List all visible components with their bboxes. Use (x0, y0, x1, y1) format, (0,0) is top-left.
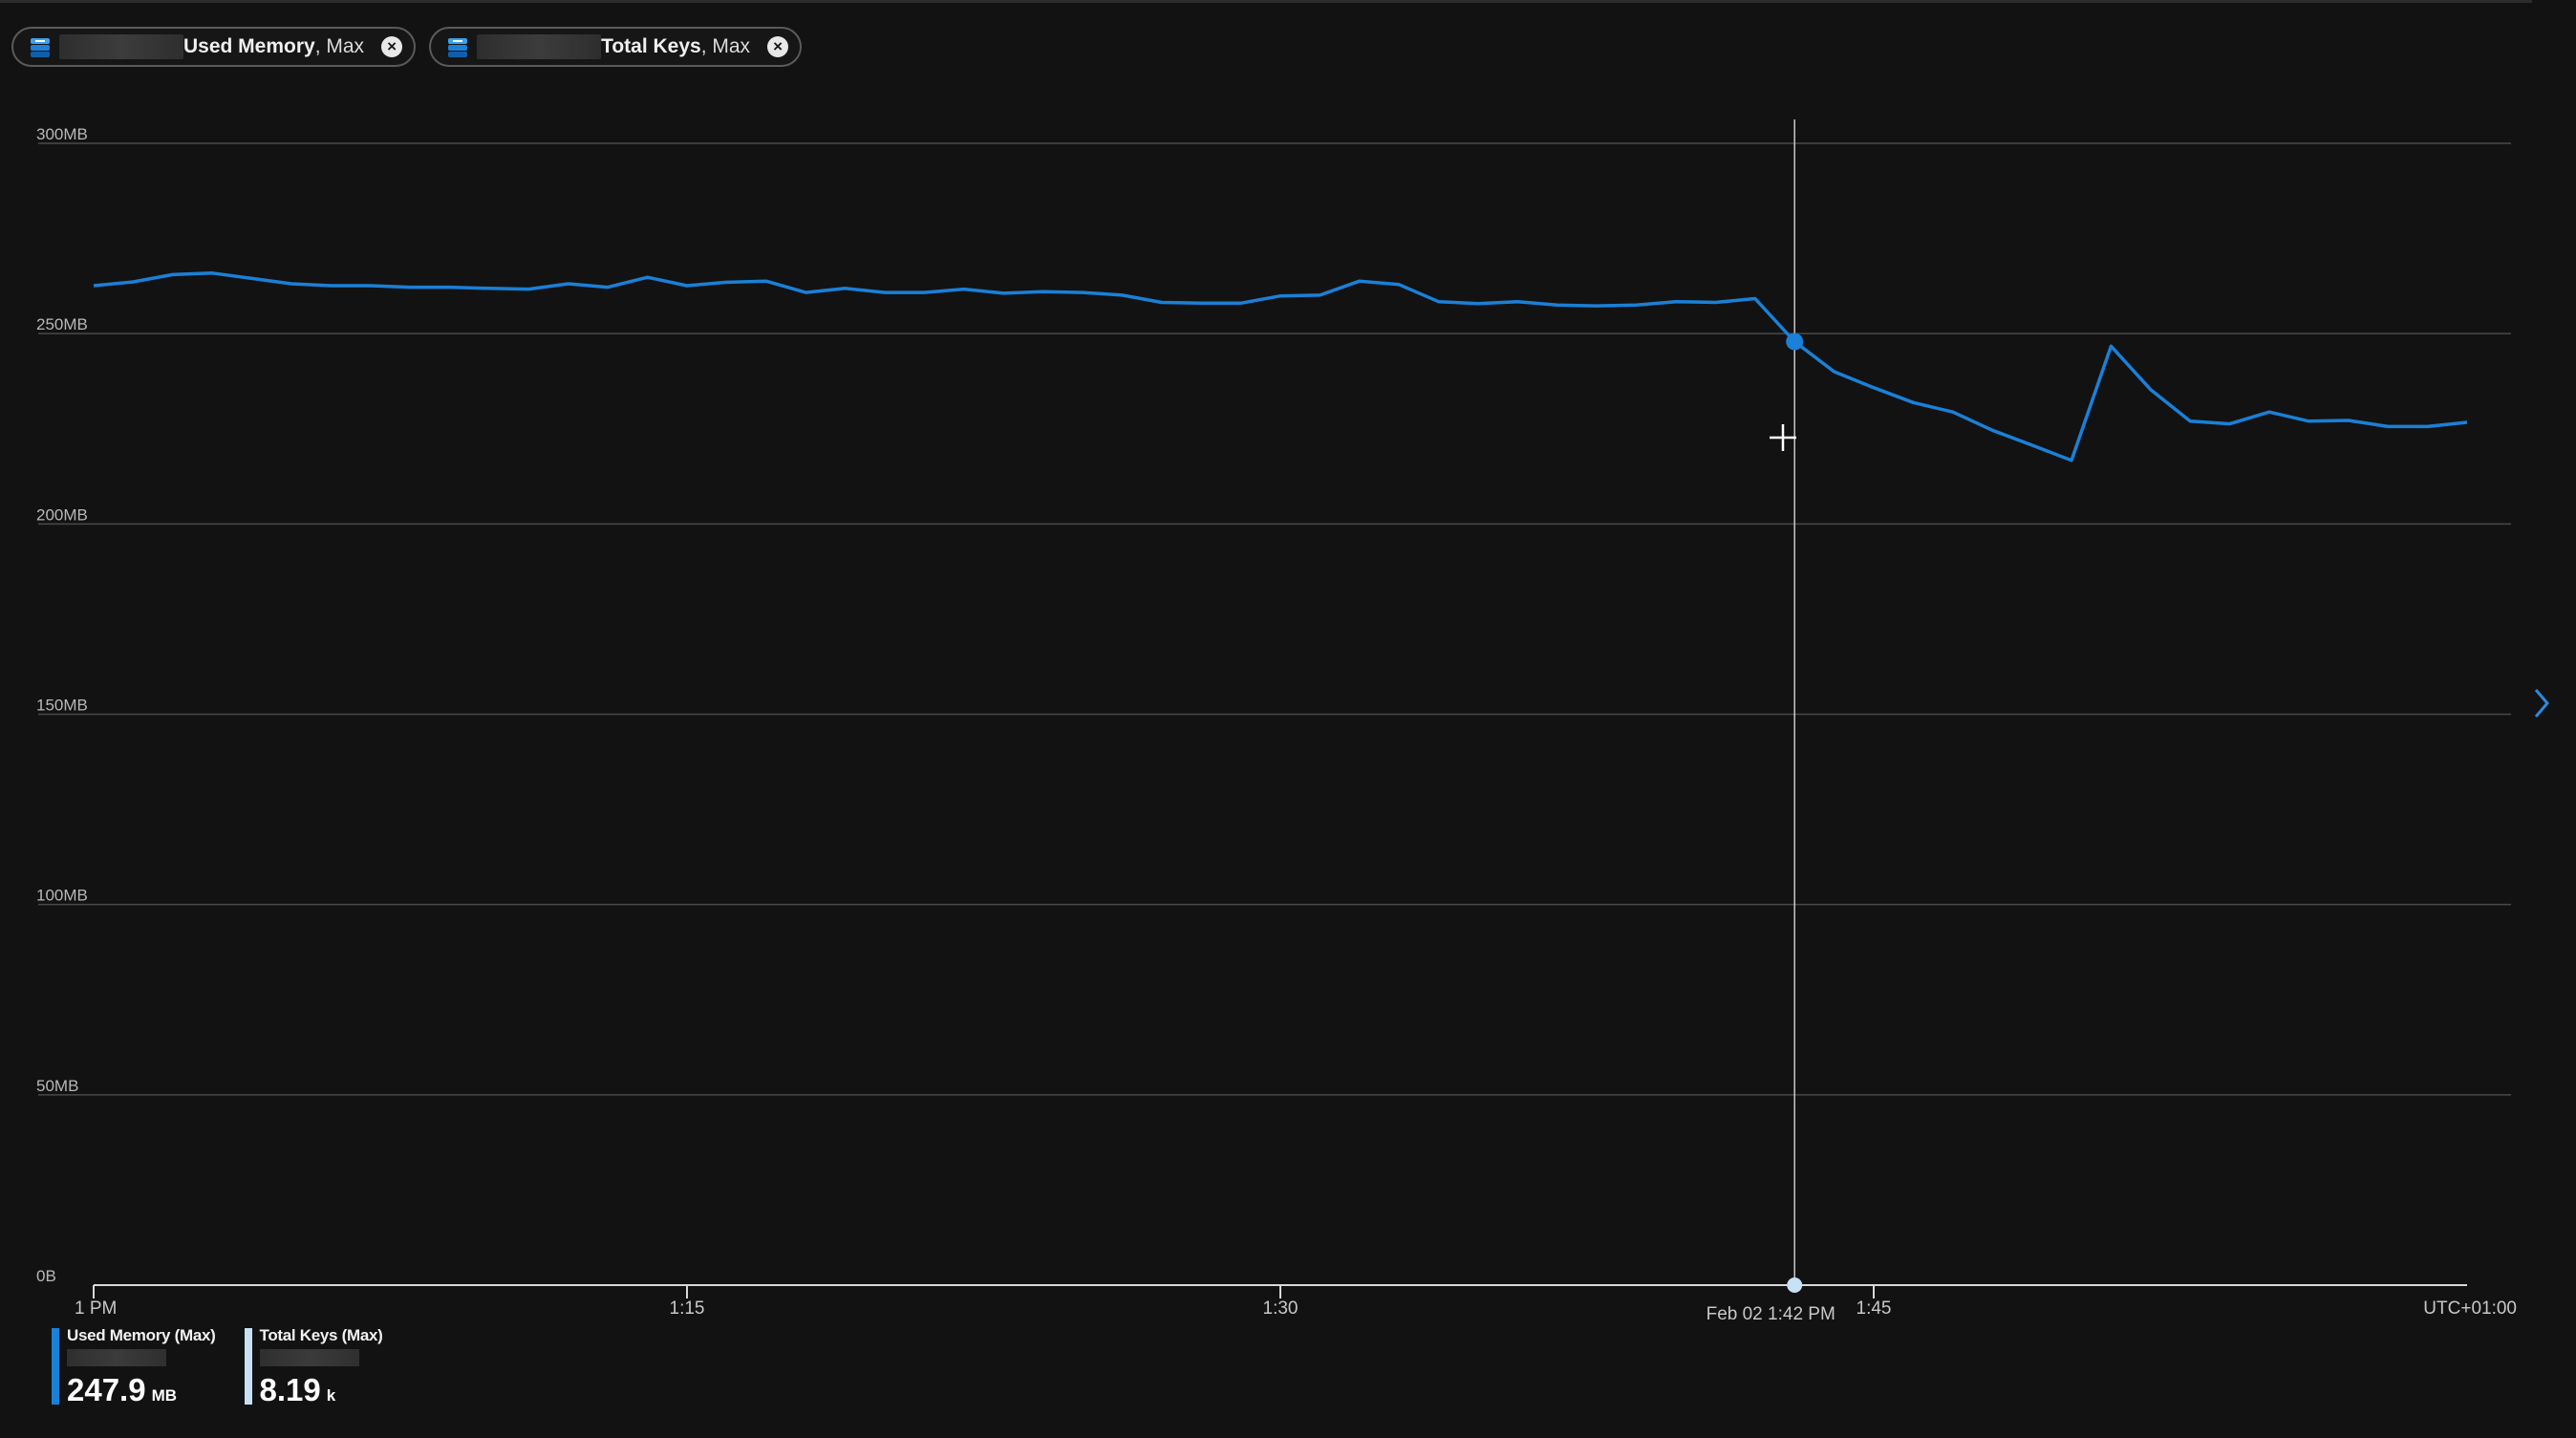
pill-metric-name: Total Keys (601, 35, 701, 57)
redacted-resource-name (59, 34, 183, 59)
series-line-used-memory (93, 271, 2468, 462)
series-group (93, 271, 2468, 462)
top-divider (0, 0, 2532, 3)
y-axis: 300MB 250MB 200MB 150MB 100MB 50MB 0B (36, 125, 88, 1285)
crosshair-point-used-memory (1786, 333, 1804, 351)
x-tick-label: 1 PM (75, 1298, 117, 1319)
metric-pill-used-memory[interactable]: Used Memory, Max × (11, 27, 417, 67)
x-axis: 1 PM 1:15 1:30 1:45 UTC+01:00 (75, 1284, 2517, 1319)
metric-pill-total-keys[interactable]: Total Keys, Max × (429, 27, 803, 67)
x-tick-label: 1:45 (1857, 1298, 1892, 1319)
y-tick-label: 150MB (36, 697, 88, 715)
y-tick-label: 250MB (36, 315, 88, 333)
legend-value-unit: k (326, 1386, 336, 1405)
pill-aggregation: , Max (700, 35, 751, 57)
legend-value: 8.19 k (260, 1372, 383, 1408)
legend-color-bar (52, 1328, 59, 1405)
y-tick-label: 300MB (36, 125, 88, 143)
legend-color-bar (244, 1328, 252, 1405)
timezone-label: UTC+01:00 (2423, 1298, 2517, 1319)
x-tick-label: 1:30 (1263, 1298, 1299, 1319)
legend-item-used-memory[interactable]: Used Memory (Max) 247.9 MB (52, 1326, 216, 1408)
redis-cache-icon (444, 34, 471, 59)
y-tick-label: 0B (36, 1267, 56, 1285)
legend: Used Memory (Max) 247.9 MB Total Keys (Ma… (52, 1326, 383, 1408)
close-icon[interactable]: × (767, 36, 789, 57)
y-tick-label: 100MB (36, 887, 88, 905)
y-tick-label: 200MB (36, 505, 88, 524)
pill-metric-name: Used Memory (183, 35, 315, 57)
pill-aggregation: , Max (314, 35, 365, 57)
legend-value: 247.9 MB (67, 1372, 216, 1408)
legend-value-number: 247.9 (67, 1372, 146, 1407)
chevron-right-icon[interactable] (2530, 684, 2553, 722)
crosshair: Feb 02 1:42 PM (1707, 119, 1835, 1324)
x-tick-label: 1:15 (670, 1298, 705, 1319)
redacted-resource-name (477, 34, 602, 59)
legend-value-number: 8.19 (259, 1372, 321, 1407)
close-icon[interactable]: × (381, 36, 403, 57)
redis-cache-icon (27, 34, 54, 59)
legend-item-total-keys[interactable]: Total Keys (Max) 8.19 k (244, 1326, 383, 1408)
legend-value-unit: MB (151, 1386, 178, 1405)
crosshair-point-total-keys (1787, 1277, 1803, 1293)
gridlines (38, 142, 2511, 1096)
legend-title: Used Memory (Max) (67, 1326, 216, 1344)
redacted-resource-name (259, 1349, 359, 1366)
y-tick-label: 50MB (36, 1077, 78, 1095)
metric-pills: Used Memory, Max × Total Keys, Max × (11, 27, 803, 67)
legend-title: Total Keys (Max) (259, 1326, 383, 1344)
crosshair-time-label: Feb 02 1:42 PM (1707, 1304, 1835, 1324)
redacted-resource-name (67, 1349, 166, 1366)
